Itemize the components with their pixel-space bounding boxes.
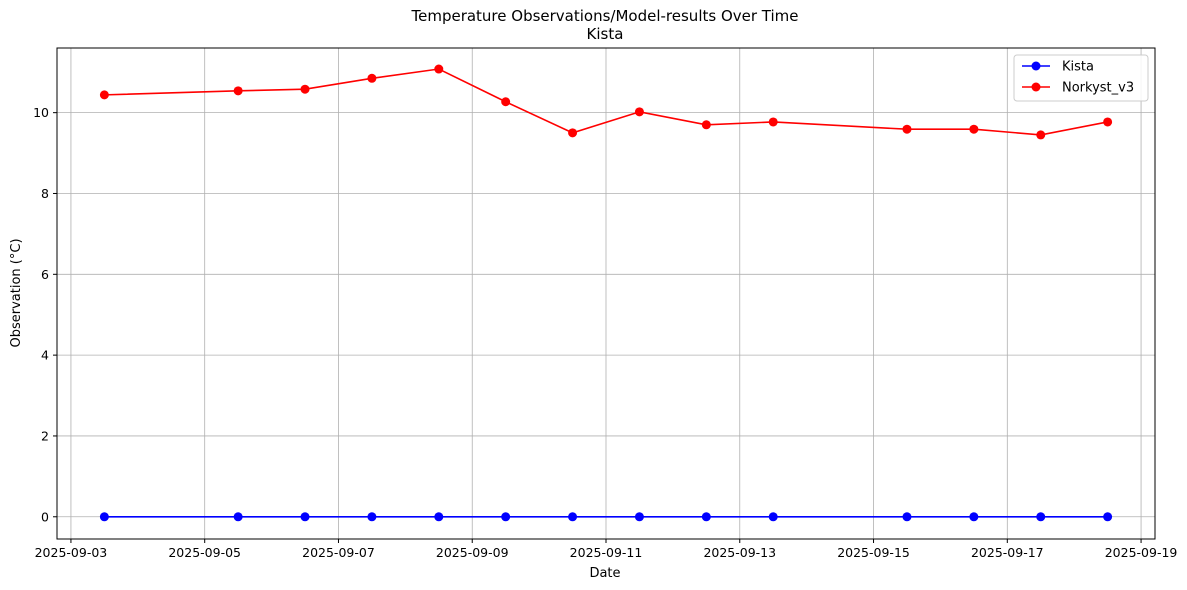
data-point-kista xyxy=(300,512,310,522)
data-point-norkyst-v3 xyxy=(233,86,243,96)
data-point-kista xyxy=(99,512,109,522)
y-tick-label: 4 xyxy=(41,348,49,363)
legend-marker-kista xyxy=(1031,61,1041,71)
chart-title: Temperature Observations/Model-results O… xyxy=(410,7,798,25)
x-tick-label: 2025-09-07 xyxy=(302,545,375,560)
y-tick-label: 8 xyxy=(41,186,49,201)
y-tick-label: 6 xyxy=(41,267,49,282)
legend-label-kista: Kista xyxy=(1062,60,1094,75)
y-tick-label: 0 xyxy=(41,509,49,524)
data-point-kista xyxy=(233,512,243,522)
data-point-norkyst-v3 xyxy=(367,73,377,83)
data-point-kista xyxy=(568,512,578,522)
data-point-norkyst-v3 xyxy=(501,97,511,107)
y-axis: 0 2 4 6 8 10 xyxy=(33,105,57,524)
data-point-kista xyxy=(969,512,979,522)
legend-label-norkyst: Norkyst_v3 xyxy=(1062,81,1134,96)
data-point-norkyst-v3 xyxy=(969,124,979,134)
legend-marker-norkyst xyxy=(1031,82,1041,92)
x-axis-label: Date xyxy=(589,566,620,581)
data-point-norkyst-v3 xyxy=(568,128,578,138)
data-point-norkyst-v3 xyxy=(1036,130,1046,140)
x-tick-label: 2025-09-17 xyxy=(971,545,1044,560)
data-point-norkyst-v3 xyxy=(434,64,444,74)
data-point-norkyst-v3 xyxy=(701,120,711,130)
x-tick-label: 2025-09-09 xyxy=(436,545,509,560)
data-point-kista xyxy=(1036,512,1046,522)
y-tick-label: 10 xyxy=(33,105,49,120)
x-tick-label: 2025-09-13 xyxy=(703,545,776,560)
data-point-kista xyxy=(634,512,644,522)
chart-subtitle: Kista xyxy=(587,25,624,43)
legend: Kista Norkyst_v3 xyxy=(1013,54,1149,102)
data-point-norkyst-v3 xyxy=(902,124,912,134)
data-point-norkyst-v3 xyxy=(634,107,644,117)
data-point-kista xyxy=(501,512,511,522)
data-point-kista xyxy=(768,512,778,522)
x-tick-label: 2025-09-05 xyxy=(168,545,241,560)
x-tick-label: 2025-09-15 xyxy=(837,545,910,560)
x-tick-label: 2025-09-03 xyxy=(35,545,108,560)
data-point-norkyst-v3 xyxy=(99,90,109,100)
y-tick-label: 2 xyxy=(41,428,49,443)
series-line-norkyst-v3 xyxy=(104,68,1108,136)
x-axis: 2025-09-03 2025-09-05 2025-09-07 2025-09-09… xyxy=(35,539,1178,560)
data-point-kista xyxy=(367,512,377,522)
data-point-kista xyxy=(902,512,912,522)
y-axis-label: Observation (°C) xyxy=(9,238,24,347)
data-point-kista xyxy=(701,512,711,522)
x-tick-label: 2025-09-19 xyxy=(1105,545,1178,560)
data-point-norkyst-v3 xyxy=(1103,117,1113,127)
data-point-norkyst-v3 xyxy=(768,117,778,127)
data-point-norkyst-v3 xyxy=(300,84,310,94)
series-group xyxy=(99,64,1113,522)
data-point-kista xyxy=(434,512,444,522)
x-tick-label: 2025-09-11 xyxy=(570,545,643,560)
data-point-kista xyxy=(1103,512,1113,522)
